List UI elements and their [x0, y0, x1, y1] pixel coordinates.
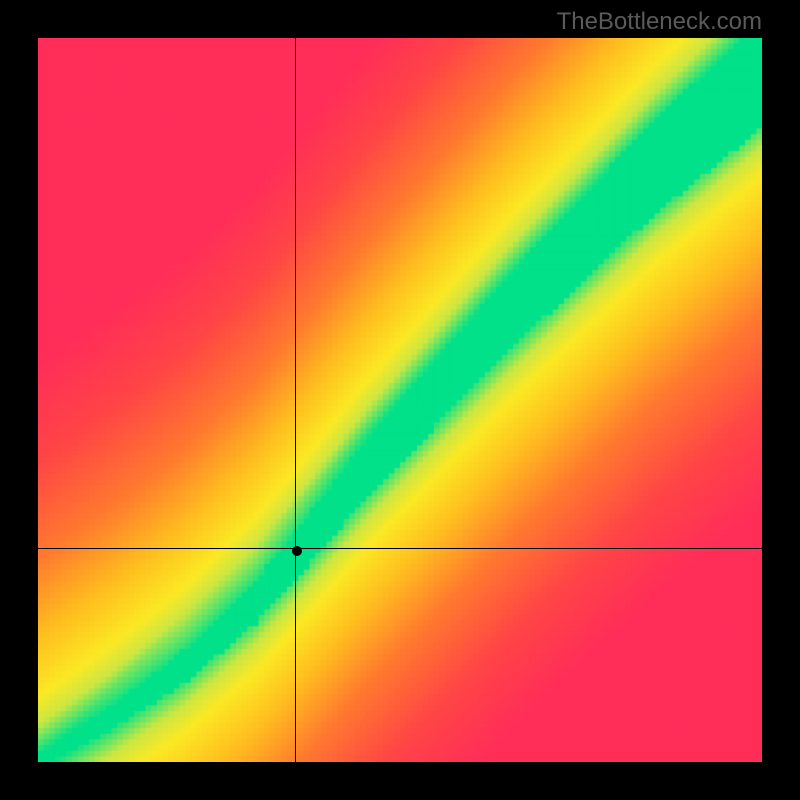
selection-marker [292, 546, 302, 556]
crosshair-horizontal [38, 548, 762, 549]
heatmap-canvas [38, 38, 762, 762]
crosshair-vertical [295, 38, 296, 762]
watermark-text: TheBottleneck.com [557, 8, 762, 36]
heatmap-plot [38, 38, 762, 762]
